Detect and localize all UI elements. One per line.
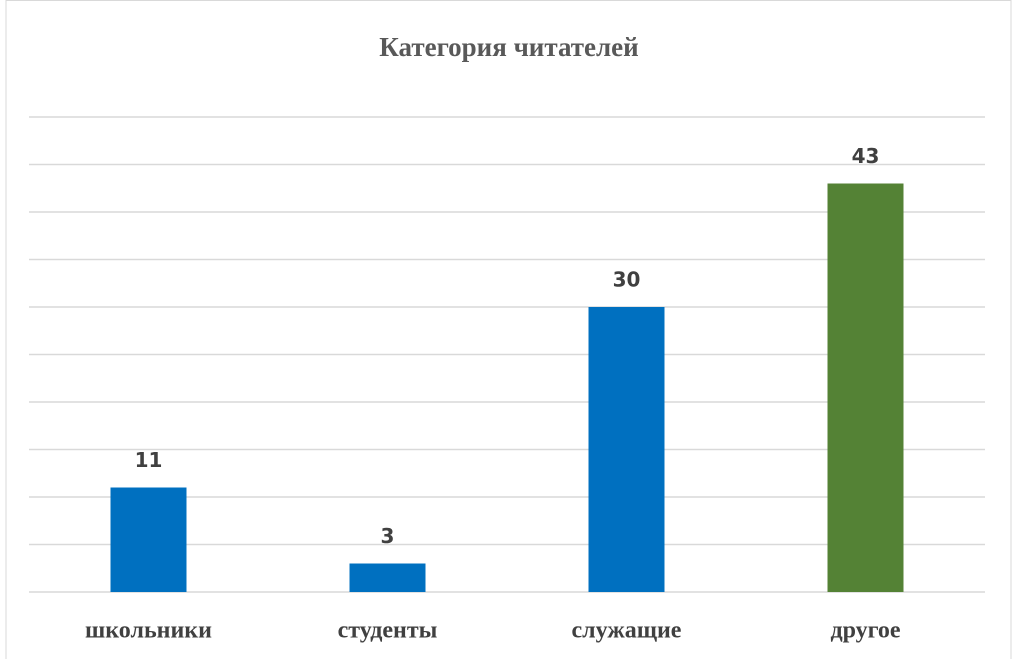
bar (827, 183, 904, 592)
value-label: 3 (381, 524, 395, 548)
bar (588, 307, 665, 592)
x-tick-label: другое (830, 618, 900, 644)
bar (110, 487, 187, 592)
value-label: 30 (613, 268, 641, 292)
bar (349, 563, 426, 592)
x-tick-label: служащие (572, 618, 682, 644)
x-tick-label: студенты (338, 618, 438, 644)
value-label: 11 (135, 448, 163, 472)
chart-title: Категория читателей (379, 32, 638, 62)
x-tick-label: школьники (85, 618, 212, 644)
value-label: 43 (852, 144, 880, 168)
